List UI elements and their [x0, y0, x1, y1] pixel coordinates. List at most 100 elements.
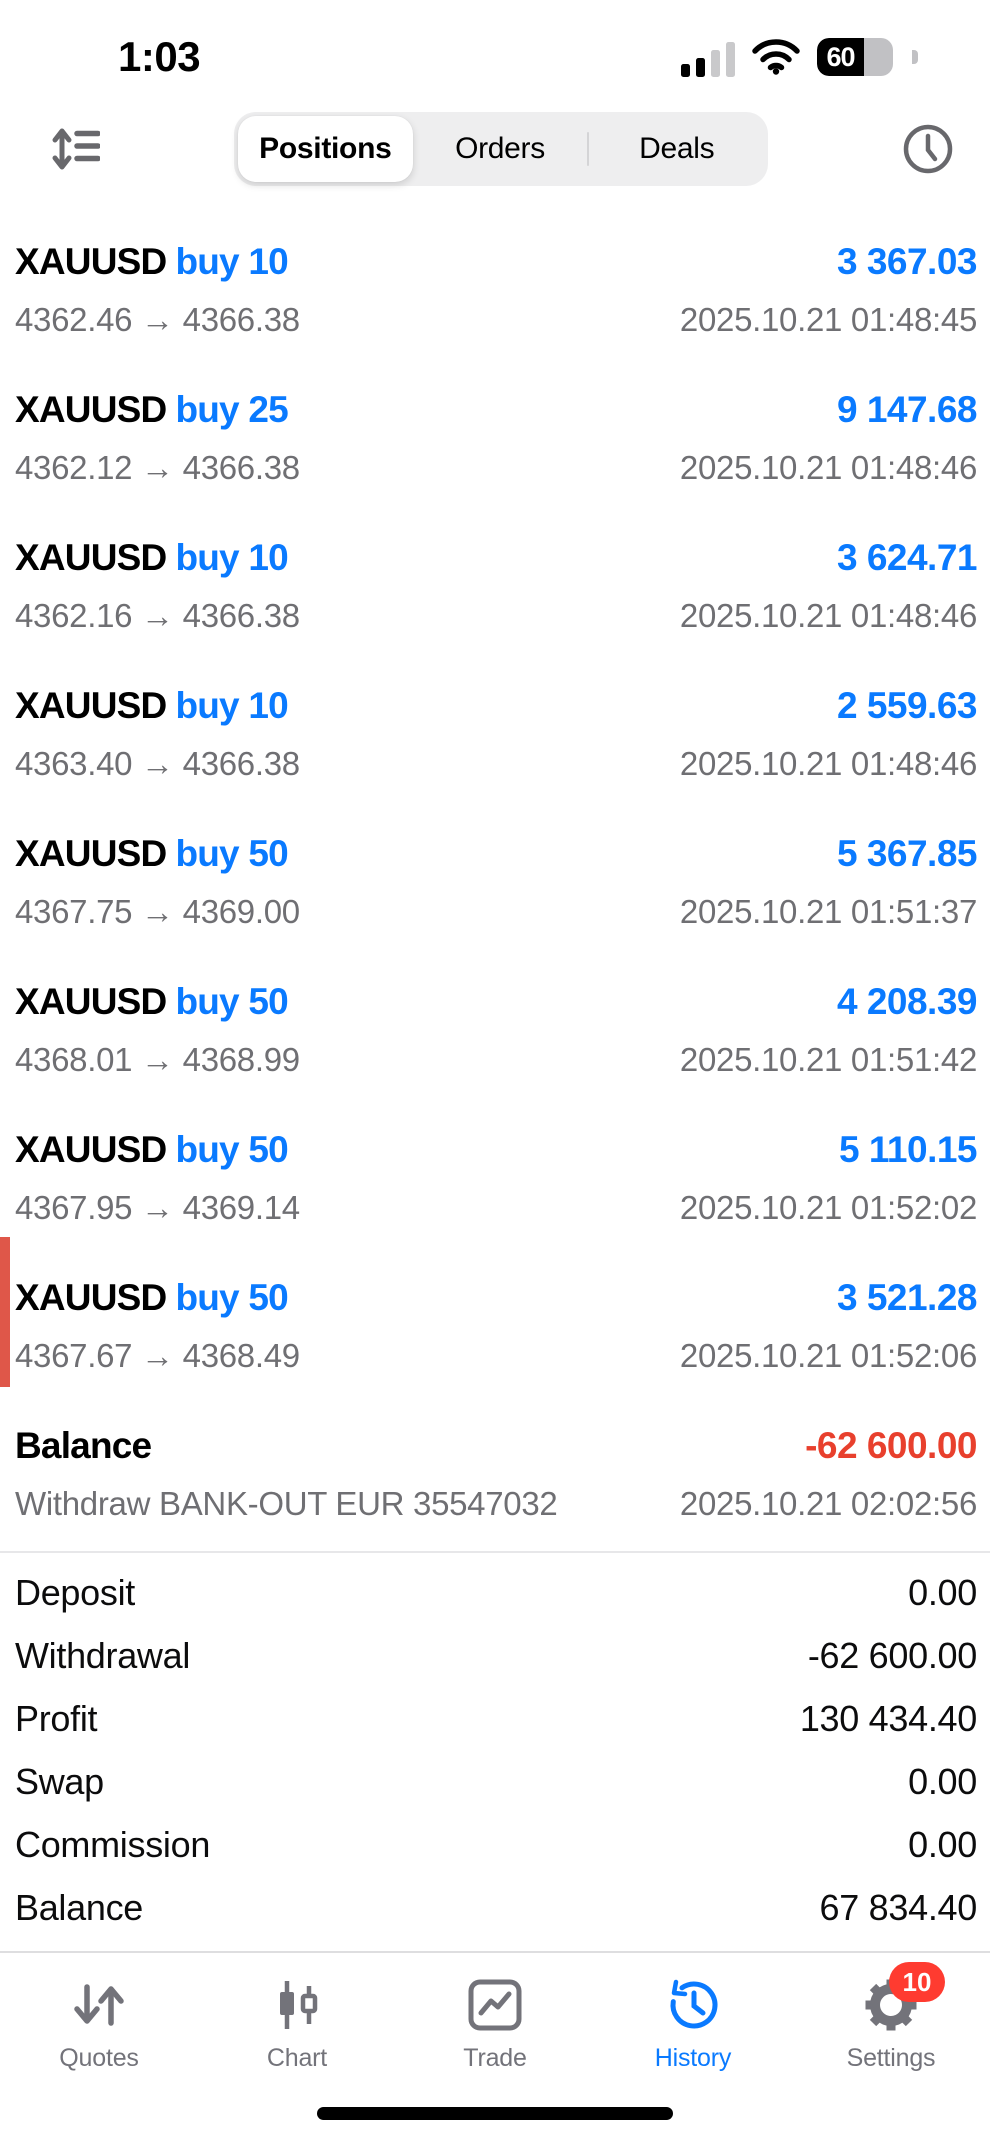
history-type-segmented-control: Positions Orders Deals — [234, 111, 768, 186]
trade-icon — [467, 1976, 523, 2034]
tab-bar-divider — [0, 1951, 990, 1953]
position-close-time: 2025.10.21 01:51:42 — [679, 1041, 977, 1078]
summary-value: 0.00 — [908, 1760, 977, 1802]
battery-icon: 60 — [817, 38, 893, 76]
position-side-volume: buy 50 — [175, 833, 288, 874]
position-close-time: 2025.10.21 01:51:37 — [679, 893, 977, 930]
summary-label: Balance — [15, 1886, 143, 1928]
position-prices: 4362.46 → 4366.38 — [15, 301, 300, 338]
position-title: XAUUSD buy 50 — [15, 1277, 289, 1319]
summary-value: 0.00 — [908, 1823, 977, 1865]
position-profit: 2 559.63 — [836, 685, 978, 726]
tab-positions[interactable]: Positions — [238, 115, 413, 182]
arrow-right-glyph: → — [141, 1337, 174, 1374]
clock-filter-icon[interactable] — [902, 123, 954, 175]
status-icons: 60 — [681, 37, 918, 77]
tab-history[interactable]: History — [594, 1975, 792, 2074]
settings-badge: 10 — [889, 1962, 945, 2002]
position-row[interactable]: XAUUSD buy 10 3 367.03 4362.46 → 4366.38 … — [0, 197, 990, 345]
position-side-volume: buy 10 — [175, 241, 288, 282]
summary-value: -62 600.00 — [807, 1634, 977, 1676]
bottom-tab-bar: Quotes Chart Trade — [0, 1953, 990, 2074]
position-symbol: XAUUSD — [15, 537, 167, 578]
position-symbol: XAUUSD — [15, 389, 167, 430]
position-title: XAUUSD buy 50 — [15, 981, 289, 1023]
position-side-volume: buy 50 — [175, 1129, 288, 1170]
arrow-right-glyph: → — [141, 1189, 174, 1226]
history-summary: Deposit 0.00 Withdrawal -62 600.00 Profi… — [0, 1553, 990, 1939]
position-symbol: XAUUSD — [15, 241, 167, 282]
summary-row: Withdrawal -62 600.00 — [0, 1624, 990, 1687]
summary-value: 0.00 — [908, 1571, 977, 1613]
summary-label: Profit — [15, 1697, 98, 1739]
position-row[interactable]: XAUUSD buy 50 3 521.28 4367.67 → 4368.49 … — [0, 1233, 990, 1387]
position-profit: 3 624.71 — [836, 537, 978, 578]
position-title: XAUUSD buy 10 — [15, 537, 289, 579]
summary-value: 130 434.40 — [799, 1697, 977, 1739]
quotes-icon — [70, 1976, 128, 2034]
summary-label: Swap — [15, 1760, 104, 1802]
position-title: XAUUSD buy 10 — [15, 685, 289, 727]
tab-settings[interactable]: 10 Settings — [792, 1962, 990, 2074]
tab-orders[interactable]: Orders — [413, 116, 588, 182]
position-profit: 5 110.15 — [839, 1129, 977, 1170]
history-header: Positions Orders Deals — [0, 100, 990, 197]
position-title: XAUUSD buy 50 — [15, 1129, 289, 1171]
summary-divider — [0, 1551, 990, 1553]
status-time: 1:03 — [118, 33, 201, 80]
position-close-time: 2025.10.21 01:48:46 — [679, 449, 977, 486]
balance-entry-row[interactable]: Balance -62 600.00 Withdraw BANK-OUT EUR… — [0, 1381, 990, 1529]
position-profit: 4 208.39 — [836, 981, 978, 1022]
position-title: XAUUSD buy 50 — [15, 833, 289, 875]
position-row[interactable]: XAUUSD buy 50 4 208.39 4368.01 → 4368.99 … — [0, 937, 990, 1085]
position-side-volume: buy 50 — [175, 981, 288, 1022]
position-close-time: 2025.10.21 01:48:45 — [679, 301, 977, 338]
position-symbol: XAUUSD — [15, 833, 167, 874]
battery-nub — [912, 50, 918, 64]
tab-chart[interactable]: Chart — [198, 1975, 396, 2074]
position-row[interactable]: XAUUSD buy 50 5 367.85 4367.75 → 4369.00 … — [0, 789, 990, 937]
position-symbol: XAUUSD — [15, 1129, 167, 1170]
summary-value: 67 834.40 — [819, 1886, 978, 1928]
position-row[interactable]: XAUUSD buy 50 5 110.15 4367.95 → 4369.14 … — [0, 1085, 990, 1233]
position-side-volume: buy 10 — [175, 685, 288, 726]
summary-label: Withdrawal — [15, 1634, 191, 1676]
arrow-right-glyph: → — [141, 745, 174, 782]
arrow-right-glyph: → — [141, 893, 174, 930]
position-close-time: 2025.10.21 01:52:02 — [679, 1189, 977, 1226]
position-symbol: XAUUSD — [15, 685, 167, 726]
tab-trade[interactable]: Trade — [396, 1975, 594, 2074]
position-profit: 5 367.85 — [836, 833, 978, 874]
sort-icon[interactable] — [52, 127, 100, 171]
summary-label: Deposit — [15, 1571, 135, 1613]
history-icon — [664, 1976, 722, 2034]
balance-entry-title: Balance — [15, 1425, 152, 1466]
tab-quotes[interactable]: Quotes — [0, 1975, 198, 2074]
position-prices: 4362.12 → 4366.38 — [15, 449, 300, 486]
position-prices: 4362.16 → 4366.38 — [15, 597, 300, 634]
position-profit: 3 367.03 — [836, 241, 978, 282]
position-side-volume: buy 50 — [175, 1277, 288, 1318]
summary-label: Commission — [15, 1823, 211, 1865]
position-symbol: XAUUSD — [15, 1277, 167, 1318]
summary-row: Balance 67 834.40 — [0, 1876, 990, 1939]
arrow-right-glyph: → — [141, 449, 174, 486]
summary-row: Swap 0.00 — [0, 1750, 990, 1813]
position-symbol: XAUUSD — [15, 981, 167, 1022]
position-side-volume: buy 10 — [175, 537, 288, 578]
battery-percent: 60 — [826, 41, 856, 72]
position-close-time: 2025.10.21 01:48:46 — [679, 745, 977, 782]
position-prices: 4363.40 → 4366.38 — [15, 745, 300, 782]
position-close-time: 2025.10.21 01:52:06 — [679, 1337, 977, 1374]
position-row[interactable]: XAUUSD buy 10 2 559.63 4363.40 → 4366.38 … — [0, 641, 990, 789]
tab-deals[interactable]: Deals — [589, 116, 764, 182]
position-prices: 4367.67 → 4368.49 — [15, 1337, 300, 1374]
home-indicator[interactable] — [317, 2107, 673, 2120]
balance-entry-amount: -62 600.00 — [805, 1425, 977, 1466]
wifi-icon — [751, 38, 801, 76]
arrow-right-glyph: → — [141, 301, 174, 338]
position-prices: 4367.75 → 4369.00 — [15, 893, 300, 930]
position-row[interactable]: XAUUSD buy 25 9 147.68 4362.12 → 4366.38 … — [0, 345, 990, 493]
position-row[interactable]: XAUUSD buy 10 3 624.71 4362.16 → 4366.38 … — [0, 493, 990, 641]
